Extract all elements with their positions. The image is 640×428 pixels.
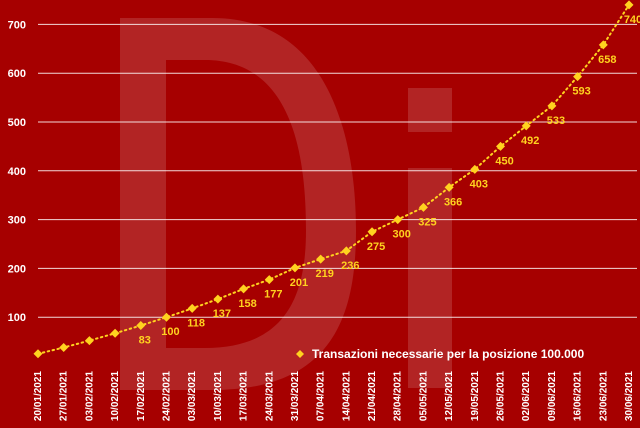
y-tick-label: 400: [8, 166, 26, 178]
grid-lines: [38, 23, 637, 318]
data-point: [161, 312, 171, 322]
x-tick-label: 24/03/2021: [264, 371, 275, 421]
data-label: 740: [624, 14, 640, 26]
x-tick-label: 10/03/2021: [213, 371, 224, 421]
x-tick-label: 21/04/2021: [367, 371, 378, 421]
x-tick-label: 16/06/2021: [573, 371, 584, 421]
x-tick-label: 02/06/2021: [521, 371, 532, 421]
data-point: [367, 227, 377, 237]
y-tick-label: 200: [8, 263, 26, 275]
x-tick-label: 03/02/2021: [84, 371, 95, 421]
data-point: [59, 342, 69, 352]
data-label: 177: [264, 289, 282, 301]
data-point: [239, 284, 249, 294]
data-point: [470, 164, 480, 174]
data-point: [598, 40, 608, 50]
data-point: [136, 320, 146, 330]
data-label: 533: [547, 115, 565, 127]
data-point: [496, 141, 506, 151]
data-point: [84, 336, 94, 346]
data-label: 158: [238, 298, 256, 310]
x-tick-label: 30/06/2021: [624, 371, 635, 421]
data-point: [393, 215, 403, 225]
legend: Transazioni necessarie per la posizione …: [296, 347, 584, 361]
watermark-logo: [120, 18, 452, 390]
data-point: [624, 0, 634, 10]
y-tick-label: 700: [8, 19, 26, 31]
legend-label: Transazioni necessarie per la posizione …: [312, 347, 584, 361]
x-tick-label: 14/04/2021: [341, 371, 352, 421]
x-tick-label: 07/04/2021: [316, 371, 327, 421]
data-point: [316, 254, 326, 264]
x-tick-label: 20/01/2021: [33, 371, 44, 421]
data-label: 118: [187, 317, 205, 329]
x-tick-label: 23/06/2021: [598, 371, 609, 421]
data-label: 219: [315, 268, 333, 280]
x-tick-label: 09/06/2021: [547, 371, 558, 421]
x-tick-label: 17/02/2021: [136, 371, 147, 421]
y-tick-label: 600: [8, 68, 26, 80]
x-axis-ticks: 20/01/2021 27/01/2021 03/02/2021 10/02/2021…: [33, 371, 635, 421]
data-point: [264, 275, 274, 285]
data-label: 450: [495, 155, 513, 167]
data-label: 137: [213, 308, 231, 320]
x-tick-label: 17/03/2021: [239, 371, 250, 421]
data-label: 83: [139, 334, 151, 346]
data-point: [418, 202, 428, 212]
data-label: 492: [521, 135, 539, 147]
data-label: 658: [598, 54, 616, 66]
data-point: [290, 263, 300, 273]
y-tick-label: 300: [8, 215, 26, 227]
data-label: 275: [367, 241, 385, 253]
legend-marker: [296, 350, 304, 358]
x-tick-label: 12/05/2021: [444, 371, 455, 421]
data-point: [573, 72, 583, 82]
x-tick-label: 05/05/2021: [418, 371, 429, 421]
data-label: 403: [470, 178, 488, 190]
data-point: [547, 101, 557, 111]
data-label: 201: [290, 277, 308, 289]
data-label: 325: [418, 216, 436, 228]
data-label: 593: [572, 86, 590, 98]
series-points: [33, 0, 634, 359]
data-label: 300: [393, 229, 411, 241]
data-label: 366: [444, 196, 462, 208]
series-line: [37, 3, 630, 355]
x-tick-label: 19/05/2021: [470, 371, 481, 421]
x-tick-label: 28/04/2021: [393, 371, 404, 421]
data-point: [33, 349, 43, 359]
y-tick-label: 100: [8, 312, 26, 324]
x-tick-label: 27/01/2021: [59, 371, 70, 421]
x-tick-label: 31/03/2021: [290, 371, 301, 421]
data-point: [110, 328, 120, 338]
data-labels: 83 100 118 137 158 177 201 219 236 275 300 325 366 40…: [139, 14, 640, 347]
data-label: 100: [161, 326, 179, 338]
x-tick-label: 26/05/2021: [496, 371, 507, 421]
x-tick-label: 03/03/2021: [187, 371, 198, 421]
x-tick-label: 24/02/2021: [161, 371, 172, 421]
y-axis-ticks: 100 200 300 400 500 600 700: [8, 19, 26, 324]
y-tick-label: 500: [8, 117, 26, 129]
data-point: [444, 182, 454, 192]
data-point: [521, 121, 531, 131]
data-point: [341, 246, 351, 256]
data-label: 236: [341, 260, 359, 272]
x-tick-label: 10/02/2021: [110, 371, 121, 421]
data-point: [187, 303, 197, 313]
data-point: [213, 294, 223, 304]
